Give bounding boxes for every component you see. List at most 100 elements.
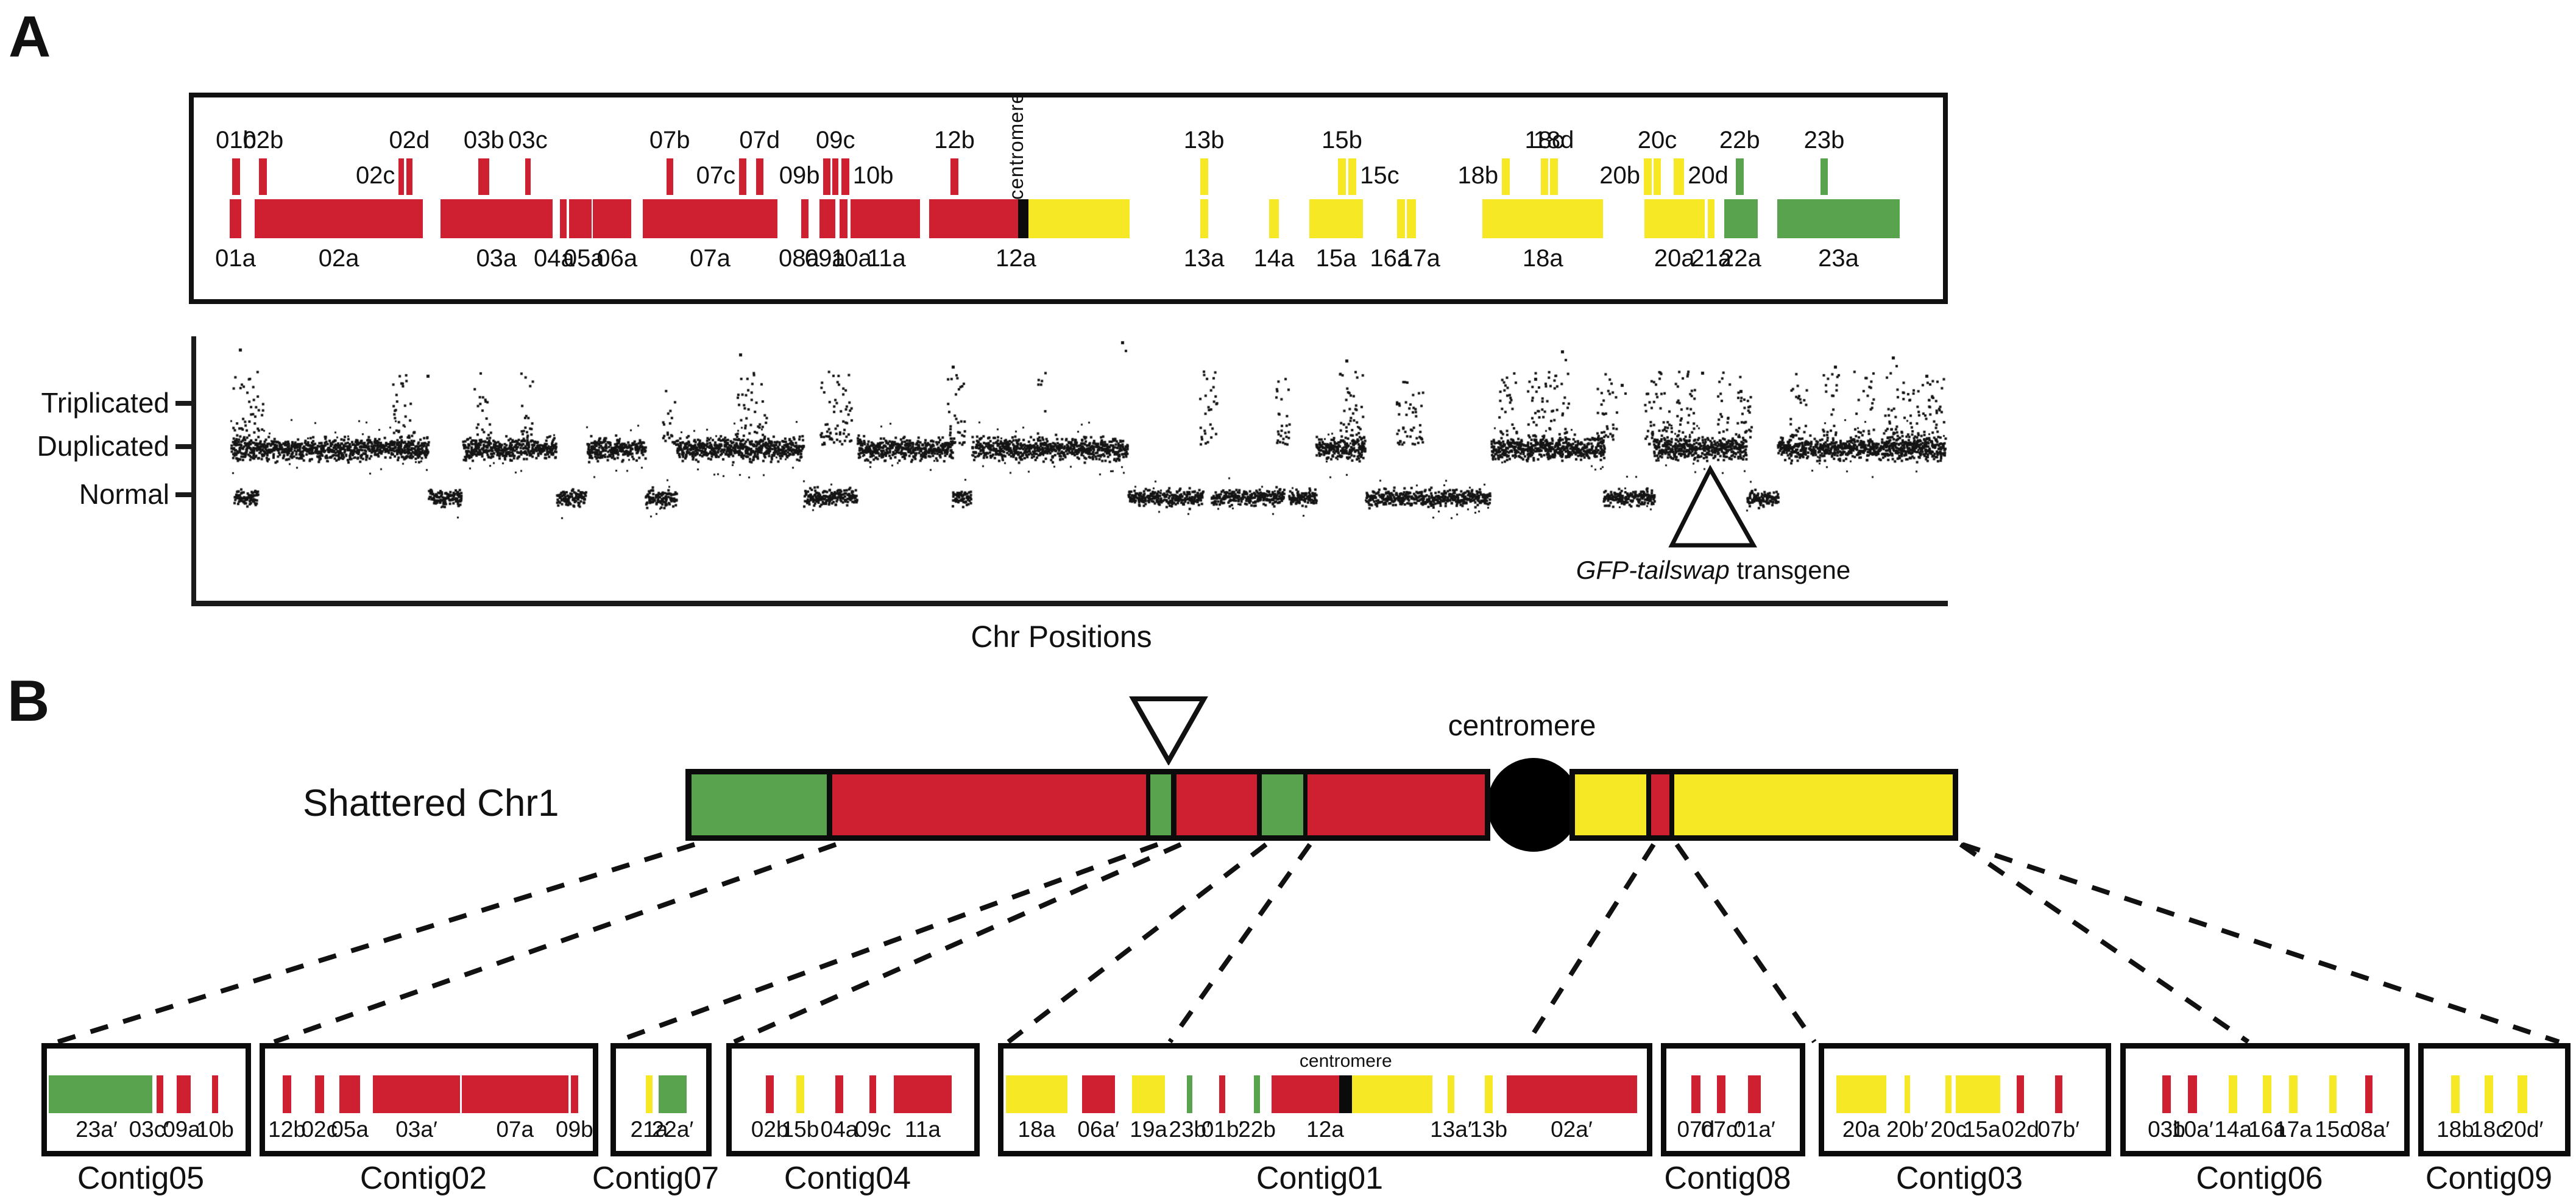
contig-segment-20a bbox=[1836, 1075, 1886, 1113]
contig-segment-23b′ bbox=[1186, 1075, 1193, 1113]
contig-segment-02c bbox=[314, 1075, 324, 1113]
contig-box-Contig05: 23a′ 03c′ 09a′ 10b bbox=[41, 1043, 251, 1156]
contig-segment-label: 19a bbox=[1130, 1117, 1167, 1142]
contig-segment-01a′ bbox=[1748, 1075, 1761, 1113]
contig-segment-label: 09c bbox=[854, 1117, 891, 1142]
contig-segment-07b′ bbox=[2054, 1075, 2062, 1113]
contig-segment-08a′ bbox=[2365, 1075, 2373, 1113]
chromosome-segment-label: 05a bbox=[563, 245, 604, 272]
contig-segment-11a bbox=[893, 1075, 952, 1113]
chromosome-segment-label: 09a bbox=[805, 245, 846, 272]
contig-segment-18a bbox=[1006, 1075, 1067, 1113]
fragment-tick-label: 15c bbox=[1360, 162, 1399, 189]
chromosome-segment-03a bbox=[440, 199, 553, 238]
fragment-tick-label: 02b bbox=[242, 127, 284, 154]
transgene-annotation-italic: GFP-tailswap bbox=[1576, 556, 1730, 584]
contig-segment-14a bbox=[2229, 1075, 2238, 1113]
contig-segment-09a′ bbox=[176, 1075, 191, 1113]
chromosome-segment-label: 23a bbox=[1818, 245, 1859, 272]
chromosome-segment-18a bbox=[1482, 199, 1604, 238]
contig-title-Contig01: Contig01 bbox=[1256, 1161, 1384, 1196]
contig-segment-01b′ bbox=[1219, 1075, 1226, 1113]
contig-connector bbox=[1959, 842, 2250, 1044]
chromosome-segment-01a bbox=[229, 199, 242, 238]
contig-segment-label: 03c′ bbox=[129, 1117, 170, 1142]
fragment-tick-label: 09c bbox=[815, 127, 855, 154]
chromosome-segment-label: 20a bbox=[1654, 245, 1695, 272]
contig-centromere-label: centromere bbox=[1299, 1051, 1392, 1071]
contig-segment-15c bbox=[2329, 1075, 2337, 1113]
chromosome-segment-label: 18a bbox=[1522, 245, 1563, 272]
chromosome-segment-label: 07a bbox=[690, 245, 731, 272]
contig-segment-label: 02c bbox=[301, 1117, 338, 1142]
fragment-tick-label: 18b bbox=[1457, 162, 1499, 189]
contig-segment-22a′ bbox=[659, 1075, 687, 1113]
contig-segment-label: 15c bbox=[2315, 1117, 2351, 1142]
fragment-map: centromere 01b 02b 02c 02d 03b 03c 07b 07c 07d 09… bbox=[194, 92, 1943, 299]
fragment-tick-09b bbox=[823, 158, 831, 195]
contig-segment-label: 02b bbox=[751, 1117, 789, 1142]
chromosome-segment-label: 17a bbox=[1399, 245, 1440, 272]
contig-segment-04a bbox=[835, 1075, 844, 1113]
contig-segment-18c bbox=[2484, 1075, 2493, 1113]
transgene-annotation-rest: transgene bbox=[1729, 556, 1851, 584]
contig-segment-10b bbox=[211, 1075, 218, 1113]
contig-segment-label: 20b′ bbox=[1886, 1117, 1928, 1142]
contig-segment-20c bbox=[1945, 1075, 1952, 1113]
contig-box-Contig02: 12b 02c 05a 03a′ 07a 09b bbox=[260, 1043, 598, 1156]
chromosome-segment-label: 16a bbox=[1370, 245, 1411, 272]
contig-segment-07d bbox=[1691, 1075, 1700, 1113]
chromosome-segment-unlabeled bbox=[1017, 199, 1029, 238]
contig-segment-label: 01a′ bbox=[1733, 1117, 1775, 1142]
contig-box-Contig06: 03b 10a′ 14a 16a 17a 15c 08a′ bbox=[2120, 1043, 2410, 1156]
contig-segment-13a′ bbox=[1447, 1075, 1455, 1113]
y-tick-triplicated bbox=[175, 401, 194, 406]
chromosome-segment-13a bbox=[1200, 199, 1208, 238]
chromosome-segment-08a bbox=[801, 199, 809, 238]
chromosome-segment-21a bbox=[1708, 199, 1715, 238]
dotplot-x-axis bbox=[191, 601, 1948, 606]
fragment-tick-02c bbox=[398, 158, 405, 195]
fragment-tick-20c bbox=[1653, 158, 1661, 195]
shattered-chr1-title: Shattered Chr1 bbox=[303, 782, 559, 824]
contig-segment-label: 02d bbox=[2001, 1117, 2039, 1142]
bar-segment-green bbox=[692, 774, 827, 835]
dotplot-x-label: Chr Positions bbox=[971, 620, 1152, 654]
contig-title-Contig07: Contig07 bbox=[592, 1161, 720, 1196]
chromosome-segment-label: 04a bbox=[534, 245, 575, 272]
contig-segment-label: 03a′ bbox=[395, 1117, 437, 1142]
contig-segment-label: 18a bbox=[1017, 1117, 1056, 1142]
contig-box-Contig03: 20a 20b′ 20c 15a 02d 07b′ bbox=[1819, 1043, 2111, 1156]
contig-connector bbox=[57, 842, 696, 1044]
contig-title-Contig08: Contig08 bbox=[1664, 1161, 1791, 1196]
contig-segment-label: 13b bbox=[1470, 1117, 1508, 1142]
bar-segment-red bbox=[1307, 774, 1485, 835]
contig-segment-label: 20c bbox=[1930, 1117, 1967, 1142]
contig-segment-15b bbox=[796, 1075, 804, 1113]
contig-segment-20d′ bbox=[2518, 1075, 2528, 1113]
contig-segment-label: 22b bbox=[1238, 1117, 1276, 1142]
chromosome-segment-label: 12a bbox=[995, 245, 1036, 272]
fragment-tick-15c bbox=[1348, 158, 1357, 195]
fragment-tick-12b bbox=[950, 158, 958, 195]
fragment-tick-22b bbox=[1735, 158, 1744, 195]
contig-segment-label: 08a′ bbox=[2348, 1117, 2390, 1142]
bar-segment-green bbox=[1150, 774, 1172, 835]
fragment-tick-18b bbox=[1501, 158, 1510, 195]
contig-segment-18b bbox=[2451, 1075, 2460, 1113]
contig-segment-label: 06a′ bbox=[1077, 1117, 1120, 1142]
chromosome-segment-17a bbox=[1407, 199, 1416, 238]
contig-segment-label: 18c bbox=[2471, 1117, 2507, 1142]
contig-connector bbox=[1526, 843, 1656, 1044]
contig-segment-label: 07a bbox=[496, 1117, 534, 1142]
bar-segment-green bbox=[1261, 774, 1303, 835]
chromosome-segment-label: 06a bbox=[596, 245, 638, 272]
contig-segment-label: 15a bbox=[1962, 1117, 2001, 1142]
fragment-tick-02b bbox=[259, 158, 267, 195]
contig-segment-21a bbox=[645, 1075, 653, 1113]
contig-segment-20b′ bbox=[1905, 1075, 1910, 1113]
chromosome-segment-23a bbox=[1777, 199, 1900, 238]
contig-segment-label: 16a bbox=[2248, 1117, 2286, 1142]
fragment-tick-label: 03b bbox=[463, 127, 504, 154]
contig-segment-unlabeled bbox=[1339, 1075, 1353, 1113]
